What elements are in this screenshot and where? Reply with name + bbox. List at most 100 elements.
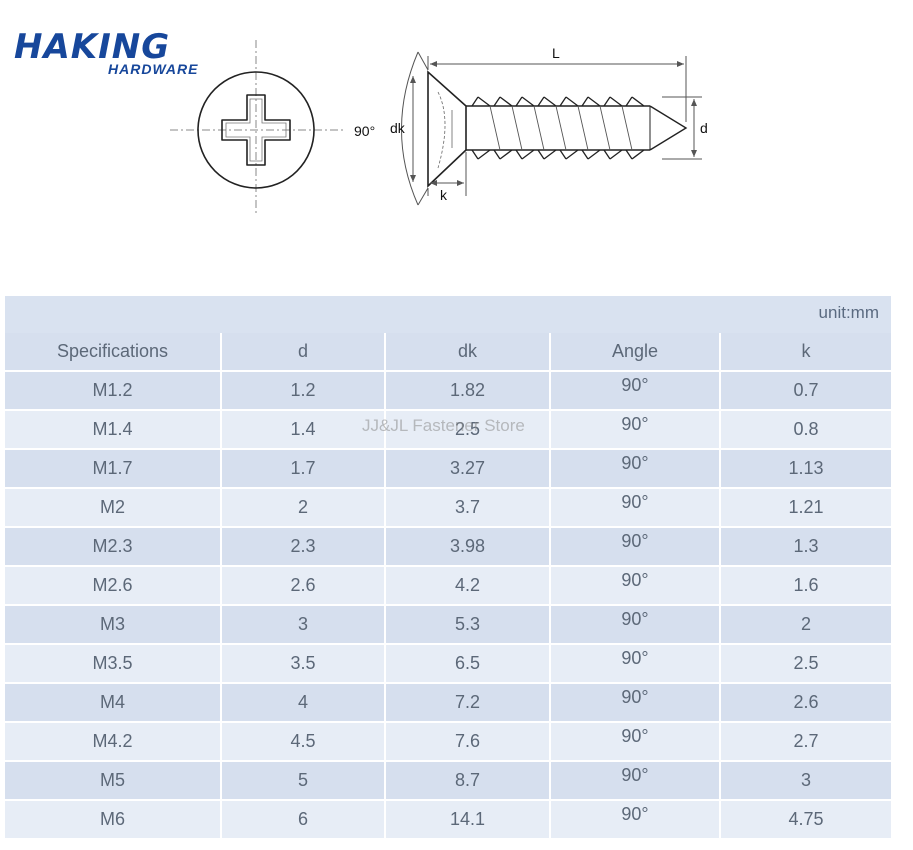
cell-dk: 5.3 [386, 606, 551, 645]
angle-value: 90° [621, 414, 649, 434]
table-row: M4 4 7.2 90° 2.6 [5, 684, 891, 723]
cell-dk: 7.2 [386, 684, 551, 723]
cell-d: 6 [222, 801, 386, 840]
header-dk: dk [386, 333, 551, 372]
table-row: M5 5 8.7 90° 3 [5, 762, 891, 801]
angle-value: 90° [621, 609, 649, 629]
cell-k: 1.3 [721, 528, 891, 567]
table-row: M3.5 3.5 6.5 90° 2.5 [5, 645, 891, 684]
head-diameter-label: dk [390, 120, 406, 136]
cell-dk: 8.7 [386, 762, 551, 801]
header-k: k [721, 333, 891, 372]
screw-diagram: 90° [170, 40, 708, 215]
cell-spec: M4.2 [5, 723, 222, 762]
cell-dk: 3.7 [386, 489, 551, 528]
cell-spec: M1.7 [5, 450, 222, 489]
table-row: M2 2 3.7 90° 1.21 [5, 489, 891, 528]
cell-spec: M3.5 [5, 645, 222, 684]
cell-d: 1.2 [222, 372, 386, 411]
cell-angle: 90° [551, 801, 721, 840]
cell-dk: 3.27 [386, 450, 551, 489]
unit-row: unit:mm [5, 296, 891, 333]
angle-value: 90° [621, 492, 649, 512]
cell-angle: 90° [551, 606, 721, 645]
angle-value: 90° [621, 453, 649, 473]
screw-side-view: 90° [354, 45, 708, 206]
table-row: M1.4 1.4 2.5 90° 0.8 [5, 411, 891, 450]
cell-angle: 90° [551, 372, 721, 411]
cell-d: 2.6 [222, 567, 386, 606]
cell-spec: M3 [5, 606, 222, 645]
cell-angle: 90° [551, 762, 721, 801]
cell-k: 2.7 [721, 723, 891, 762]
cell-angle: 90° [551, 723, 721, 762]
brand-logo: HAKING HARDWARE [14, 30, 229, 80]
head-top-view [170, 40, 345, 215]
cell-d: 2.3 [222, 528, 386, 567]
cell-spec: M2.3 [5, 528, 222, 567]
angle-value: 90° [621, 375, 649, 395]
angle-value: 90° [621, 648, 649, 668]
cell-d: 4 [222, 684, 386, 723]
cell-k: 2.5 [721, 645, 891, 684]
cell-dk: 6.5 [386, 645, 551, 684]
cell-spec: M1.4 [5, 411, 222, 450]
cell-spec: M1.2 [5, 372, 222, 411]
cell-k: 4.75 [721, 801, 891, 840]
cell-angle: 90° [551, 450, 721, 489]
cell-k: 2.6 [721, 684, 891, 723]
angle-value: 90° [621, 804, 649, 824]
cell-d: 3 [222, 606, 386, 645]
cell-dk: 4.2 [386, 567, 551, 606]
diameter-label: d [700, 120, 708, 136]
unit-note: unit:mm [818, 303, 879, 322]
cell-spec: M4 [5, 684, 222, 723]
cell-dk: 1.82 [386, 372, 551, 411]
header-d: d [222, 333, 386, 372]
header-spec: Specifications [5, 333, 222, 372]
table-row: M3 3 5.3 90° 2 [5, 606, 891, 645]
table-row: M2.6 2.6 4.2 90° 1.6 [5, 567, 891, 606]
header-angle: Angle [551, 333, 721, 372]
cell-dk: 2.5 [386, 411, 551, 450]
watermark: JJ&JL Fastener Store [362, 416, 525, 435]
cell-d: 3.5 [222, 645, 386, 684]
angle-value: 90° [621, 531, 649, 551]
cell-d: 2 [222, 489, 386, 528]
cell-angle: 90° [551, 489, 721, 528]
cell-k: 1.21 [721, 489, 891, 528]
cell-angle: 90° [551, 645, 721, 684]
spec-table: Specifications d dk Angle k M1.2 1.2 1.82 9… [5, 333, 891, 840]
table-row: M4.2 4.5 7.6 90° 2.7 [5, 723, 891, 762]
cell-k: 0.7 [721, 372, 891, 411]
cell-d: 4.5 [222, 723, 386, 762]
cell-d: 1.4 [222, 411, 386, 450]
cell-spec: M2.6 [5, 567, 222, 606]
angle-value: 90° [621, 687, 649, 707]
cell-angle: 90° [551, 528, 721, 567]
table-row: M6 6 14.1 90° 4.75 [5, 801, 891, 840]
cell-d: 1.7 [222, 450, 386, 489]
cell-angle: 90° [551, 684, 721, 723]
table-row: M1.7 1.7 3.27 90° 1.13 [5, 450, 891, 489]
cell-k: 3 [721, 762, 891, 801]
head-height-label: k [440, 187, 448, 203]
table-row: M2.3 2.3 3.98 90° 1.3 [5, 528, 891, 567]
cell-spec: M2 [5, 489, 222, 528]
cell-angle: 90° [551, 411, 721, 450]
cell-k: 1.6 [721, 567, 891, 606]
spec-table-container: unit:mm Specifications d dk Angle k M1.2… [5, 296, 891, 840]
cell-d: 5 [222, 762, 386, 801]
angle-value: 90° [621, 726, 649, 746]
angle-label: 90° [354, 123, 375, 139]
angle-value: 90° [621, 765, 649, 785]
cell-spec: M5 [5, 762, 222, 801]
brand-tagline: HARDWARE [108, 61, 199, 77]
table-header-row: Specifications d dk Angle k [5, 333, 891, 372]
cell-dk: 3.98 [386, 528, 551, 567]
length-label: L [552, 45, 560, 61]
angle-value: 90° [621, 570, 649, 590]
cell-spec: M6 [5, 801, 222, 840]
cell-angle: 90° [551, 567, 721, 606]
cell-k: 1.13 [721, 450, 891, 489]
